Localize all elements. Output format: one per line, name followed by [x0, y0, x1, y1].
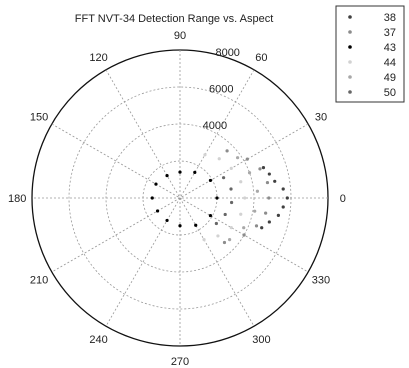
legend-marker: [348, 90, 352, 94]
legend-marker: [348, 75, 352, 79]
legend-box: [335, 5, 405, 103]
data-point: [222, 240, 227, 245]
data-point: [230, 200, 234, 205]
legend-label: 43: [384, 42, 396, 54]
data-point: [255, 189, 260, 193]
data-point: [242, 226, 246, 230]
angle-tick-label: 30: [315, 112, 327, 124]
data-point: [281, 187, 285, 191]
data-point: [194, 223, 198, 227]
data-points: [150, 149, 289, 245]
data-point: [239, 212, 243, 216]
data-point: [228, 238, 232, 242]
legend-label: 37: [384, 27, 396, 39]
data-point: [247, 171, 252, 175]
range-tick-label: 6000: [209, 84, 233, 96]
data-point: [229, 166, 233, 170]
data-point: [258, 167, 262, 171]
data-point: [193, 170, 197, 174]
series-49: [228, 156, 260, 242]
data-point: [265, 180, 270, 185]
spoke-line: [51, 123, 309, 273]
series-50: [214, 176, 234, 226]
data-point: [261, 166, 266, 170]
data-point: [214, 221, 218, 226]
series-44: [202, 153, 247, 242]
data-point: [254, 224, 259, 228]
legend-marker: [348, 15, 352, 19]
angle-tick-label: 90: [174, 30, 186, 42]
legend-marker: [348, 60, 352, 64]
data-point: [273, 179, 277, 183]
polar-grid: [31, 49, 329, 347]
data-point: [150, 196, 154, 200]
data-point: [260, 226, 264, 230]
data-point: [202, 238, 206, 242]
legend-label: 49: [384, 72, 396, 84]
angle-tick-label: 150: [30, 112, 48, 124]
data-point: [215, 196, 219, 200]
data-point: [264, 211, 268, 215]
data-point: [216, 234, 220, 238]
data-point: [267, 196, 271, 200]
legend-label: 50: [384, 87, 396, 99]
series-38: [260, 166, 289, 230]
data-point: [225, 149, 229, 153]
range-tick-label: 8000: [215, 47, 239, 59]
series-37: [222, 149, 271, 245]
data-point: [235, 156, 240, 160]
data-point: [154, 182, 158, 186]
angle-tick-label: 300: [252, 334, 270, 346]
range-tick-labels: 4000 6000 8000: [203, 47, 240, 132]
angle-tick-label: 240: [89, 334, 107, 346]
legend-label: 44: [384, 57, 396, 69]
data-point: [267, 220, 271, 224]
data-point: [165, 218, 169, 223]
data-point: [253, 209, 257, 213]
angle-tick-label: 180: [8, 193, 26, 205]
legend-label: 38: [384, 12, 396, 24]
data-point: [243, 196, 247, 200]
data-point: [239, 180, 243, 184]
angle-tick-label: 0: [340, 193, 346, 205]
data-point: [178, 170, 182, 174]
data-point: [281, 205, 285, 209]
legend-marker: [348, 30, 352, 34]
data-point: [285, 196, 289, 200]
data-point: [276, 213, 280, 217]
angle-tick-label: 210: [30, 274, 48, 286]
angle-tick-label: 120: [89, 52, 107, 64]
data-point: [229, 226, 233, 230]
data-point: [242, 233, 246, 237]
data-point: [229, 187, 233, 191]
legend: 38 37 43 44 49 50: [335, 5, 405, 103]
data-point: [221, 176, 226, 180]
range-tick-label: 4000: [203, 120, 227, 132]
legend-marker: [348, 45, 352, 49]
data-point: [155, 209, 160, 213]
series-43: [150, 170, 219, 228]
data-point: [245, 157, 249, 161]
chart-title: FFT NVT-34 Detection Range vs. Aspect: [75, 13, 274, 25]
data-point: [223, 212, 227, 217]
data-point: [267, 172, 271, 176]
angle-tick-label: 270: [171, 356, 189, 368]
angle-tick-label: 60: [255, 52, 267, 64]
angle-tick-label: 330: [312, 274, 330, 286]
data-point: [208, 178, 213, 183]
data-point: [203, 153, 207, 157]
data-point: [208, 213, 213, 218]
data-point: [165, 173, 169, 178]
angle-tick-labels: 0 30 60 90 120 150 180 210 240 270 300 330: [8, 30, 346, 368]
data-point: [178, 224, 182, 228]
data-point: [217, 157, 221, 161]
